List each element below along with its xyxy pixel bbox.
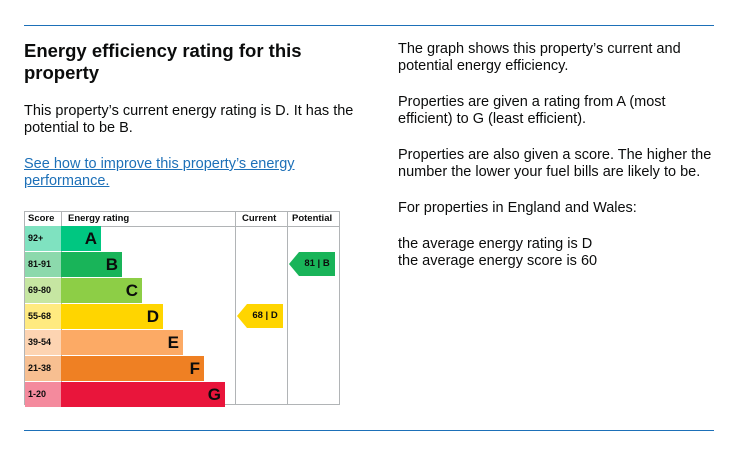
score-column-header: Score bbox=[28, 213, 55, 224]
current-rating-arrow: 68 | D bbox=[237, 304, 285, 328]
potential-rating-arrow: 81 | B bbox=[289, 252, 337, 276]
info-paragraph-graph: The graph shows this property’s current … bbox=[398, 41, 681, 74]
current-rating-arrow-label: 68 | D bbox=[247, 304, 283, 328]
band-score-a: 92+ bbox=[25, 226, 61, 251]
band-bar-a: A bbox=[61, 226, 101, 251]
potential-column-header: Potential bbox=[292, 213, 333, 224]
column-divider bbox=[287, 212, 288, 404]
band-letter-b: B bbox=[105, 255, 118, 274]
band-bar-e: E bbox=[61, 330, 183, 355]
band-score-g: 1-20 bbox=[25, 382, 61, 407]
band-letter-e: E bbox=[167, 333, 179, 352]
average-score-text: the average energy score is 60 bbox=[398, 253, 598, 269]
top-divider bbox=[24, 25, 714, 26]
header-divider bbox=[25, 226, 339, 227]
band-score-c: 69-80 bbox=[25, 278, 61, 303]
rating-explanation: The graph shows this property’s current … bbox=[398, 41, 718, 270]
current-column-header: Current bbox=[242, 213, 277, 224]
improve-performance-link[interactable]: See how to improve this property’s energ… bbox=[24, 156, 295, 189]
band-letter-a: A bbox=[84, 229, 97, 248]
band-score-b: 81-91 bbox=[25, 252, 61, 277]
info-paragraph-rating: Properties are given a rating from A (mo… bbox=[398, 94, 666, 127]
current-rating-text: This property’s current energy rating is… bbox=[24, 103, 354, 136]
band-score-d: 55-68 bbox=[25, 304, 61, 329]
band-letter-f: F bbox=[189, 359, 200, 378]
page-title: Energy efficiency rating for this proper… bbox=[24, 40, 302, 83]
rating-column-header: Energy rating bbox=[68, 213, 130, 224]
potential-rating-arrow-label: 81 | B bbox=[299, 252, 335, 276]
band-letter-c: C bbox=[125, 281, 138, 300]
band-bar-d: D bbox=[61, 304, 163, 329]
band-bar-f: F bbox=[61, 356, 204, 381]
rating-summary: Energy efficiency rating for this proper… bbox=[24, 40, 354, 190]
average-rating-text: the average energy rating is D bbox=[398, 236, 593, 252]
column-divider bbox=[235, 212, 236, 404]
band-score-f: 21-38 bbox=[25, 356, 61, 381]
energy-rating-chart: Score Energy rating Current Potential 92… bbox=[24, 211, 340, 407]
average-values: the average energy rating is D the avera… bbox=[398, 236, 718, 270]
band-letter-g: G bbox=[207, 385, 221, 404]
potential-rating-arrow-pointer bbox=[289, 252, 299, 276]
info-paragraph-region: For properties in England and Wales: bbox=[398, 200, 637, 216]
bottom-divider bbox=[24, 430, 714, 431]
band-bar-b: B bbox=[61, 252, 122, 277]
band-score-e: 39-54 bbox=[25, 330, 61, 355]
band-bar-g: G bbox=[61, 382, 225, 407]
info-paragraph-score: Properties are also given a score. The h… bbox=[398, 147, 712, 180]
band-bar-c: C bbox=[61, 278, 142, 303]
current-rating-arrow-pointer bbox=[237, 304, 247, 328]
band-letter-d: D bbox=[146, 307, 159, 326]
